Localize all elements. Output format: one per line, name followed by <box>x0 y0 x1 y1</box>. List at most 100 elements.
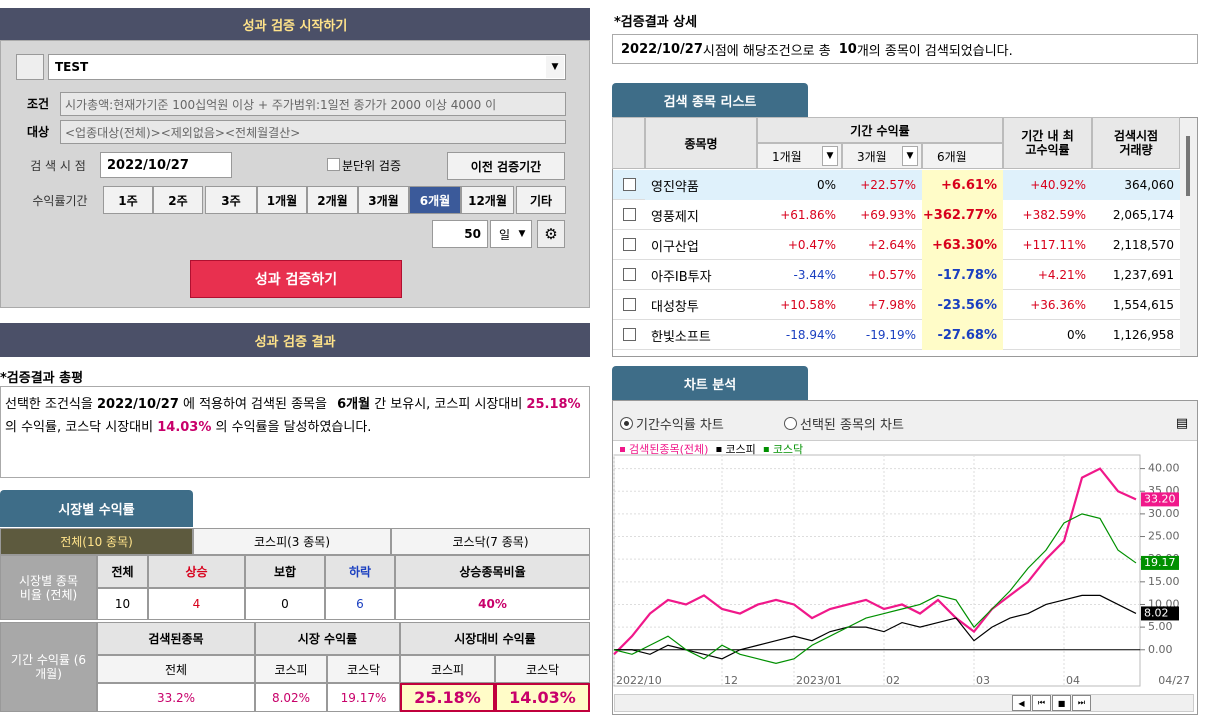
sort-dropdown[interactable]: ▼ <box>822 146 838 166</box>
sort-dropdown[interactable]: ▼ <box>902 146 918 166</box>
cell: -27.68% <box>922 320 1003 350</box>
icon-button[interactable] <box>16 54 44 80</box>
text: 선택한 조건식을 <box>5 397 97 412</box>
count-input[interactable]: 50 <box>432 220 488 248</box>
cell: 영풍제지 <box>651 209 699 225</box>
radio[interactable] <box>784 417 797 430</box>
checkbox[interactable] <box>623 268 636 281</box>
text: 간 보유시, 코스피 시장대비 <box>370 397 527 412</box>
date-input[interactable]: 2022/10/27 <box>100 152 232 178</box>
run-button[interactable]: 성과 검증하기 <box>190 260 402 298</box>
tab[interactable]: 시장별 수익률 <box>0 490 193 527</box>
checkbox[interactable] <box>327 158 340 171</box>
cell: 2,118,570 <box>1112 238 1174 252</box>
period-button[interactable]: 3개월 <box>358 186 409 214</box>
period-button[interactable]: 6개월 <box>409 186 461 214</box>
target-box: <업종대상(전체)><제외없음><전체월결산> <box>60 120 566 144</box>
cell: +36.36% <box>1030 298 1086 312</box>
section-header: 성과 검증 결과 <box>0 323 590 357</box>
cell: 0 <box>245 588 325 620</box>
market-tab[interactable]: 코스피(3 종목) <box>193 528 391 555</box>
period-button[interactable]: 12개월 <box>461 186 514 214</box>
player-button[interactable]: ⏮ <box>1032 695 1051 711</box>
dropdown-arrow[interactable]: ▼ <box>546 56 564 78</box>
cell: 영진약품 <box>645 170 757 200</box>
cell: 1,554,615 <box>1112 298 1174 312</box>
summary-title: *검증결과 총평 <box>0 370 84 386</box>
cell: +10.58% <box>780 298 836 312</box>
row-label: 기간 수익률 (6개월) <box>0 622 97 712</box>
period-button[interactable]: 기타 <box>516 186 566 214</box>
column-header: 전체 <box>97 555 148 588</box>
checkbox[interactable] <box>623 238 636 251</box>
period-button[interactable]: 2주 <box>153 186 203 214</box>
period-button[interactable]: 2개월 <box>307 186 358 214</box>
period-button[interactable]: 3주 <box>205 186 257 214</box>
message-box: 2022/10/27 시점에 해당조건으로 총 10 개의 종목이 검색되었습니… <box>612 34 1198 64</box>
cell: +0.47% <box>787 238 836 252</box>
cell: 33.2% <box>97 683 255 712</box>
cell: 아주IB투자 <box>651 269 712 285</box>
column-header: 상승종목비율 <box>395 555 590 588</box>
strategy-select[interactable]: TEST <box>48 54 566 80</box>
player-button[interactable]: ⏭ <box>1072 695 1091 711</box>
market-tab[interactable]: 코스닥(7 종목) <box>391 528 590 555</box>
text: 의 수익률을 달성하였습니다. <box>211 420 372 435</box>
row <box>613 230 1180 260</box>
cell: +63.30% <box>922 230 1003 260</box>
text: 시점에 해당조건으로 총 <box>702 43 831 59</box>
cell: 364,060 <box>1092 170 1180 200</box>
text: 25.18% <box>526 397 581 412</box>
cell: 0% <box>1066 328 1086 342</box>
cell: 4 <box>148 588 245 620</box>
tab[interactable]: 차트 분석 <box>612 366 808 400</box>
column-header: 기간 내 최고수익률 <box>1003 117 1092 169</box>
text: 6개월 <box>337 397 371 412</box>
dropdown-arrow[interactable]: ▼ <box>518 229 526 239</box>
checkbox[interactable] <box>623 298 636 311</box>
column-header: 상승 <box>148 555 245 588</box>
column-header: 기간 수익률 <box>757 117 1003 143</box>
radio[interactable] <box>620 417 633 430</box>
player-button[interactable]: ■ <box>1052 695 1071 711</box>
sub-header: 코스피 <box>255 655 327 683</box>
cell: +2.64% <box>867 238 916 252</box>
column-header: 검색시점 거래량 <box>1092 117 1180 169</box>
label: 수익률기간 <box>32 193 88 208</box>
checkbox[interactable] <box>623 178 636 191</box>
text: 개의 종목이 검색되었습니다. <box>856 43 1013 59</box>
cell: 0% <box>757 170 842 200</box>
group-header: 검색된종목 <box>97 622 255 655</box>
checkbox[interactable] <box>623 328 636 341</box>
radio-label[interactable]: 기간수익률 차트 <box>636 417 724 433</box>
row-label: 시장별 종목비율 (전체) <box>0 555 97 620</box>
cell: +22.57% <box>842 170 922 200</box>
cell: +7.98% <box>867 298 916 312</box>
cell: -23.56% <box>922 290 1003 320</box>
column-header: 보합 <box>245 555 325 588</box>
scroll-thumb[interactable] <box>1186 136 1190 196</box>
unit-select[interactable]: 일 <box>490 220 532 248</box>
text: 의 수익률, 코스닥 시장대비 <box>5 420 158 435</box>
menu-button[interactable]: ▤ <box>1175 415 1189 431</box>
settings-button[interactable]: ⚙ <box>537 220 565 248</box>
text: 에 적용하여 검색된 종목을 <box>178 397 332 412</box>
period-button[interactable]: 1개월 <box>257 186 307 214</box>
cell: 이구산업 <box>651 239 699 255</box>
period-button[interactable]: 1주 <box>103 186 153 214</box>
market-tab[interactable]: 전체(10 종목) <box>0 528 193 555</box>
row <box>613 290 1180 320</box>
cell: +0.57% <box>867 268 916 282</box>
cell: 2,065,174 <box>1112 208 1174 222</box>
checkbox[interactable] <box>623 208 636 221</box>
cell: +40.92% <box>1003 170 1092 200</box>
player-button[interactable]: ◀ <box>1012 695 1031 711</box>
cell: 6 <box>325 588 395 620</box>
radio-label[interactable]: 선택된 종목의 차트 <box>800 417 904 433</box>
button[interactable]: 이전 검증기간 <box>447 152 565 180</box>
cell: 대성창투 <box>651 299 699 315</box>
text: 14.03% <box>157 420 212 435</box>
text: 10 <box>838 41 857 57</box>
tab[interactable]: 검색 종목 리스트 <box>612 83 808 117</box>
